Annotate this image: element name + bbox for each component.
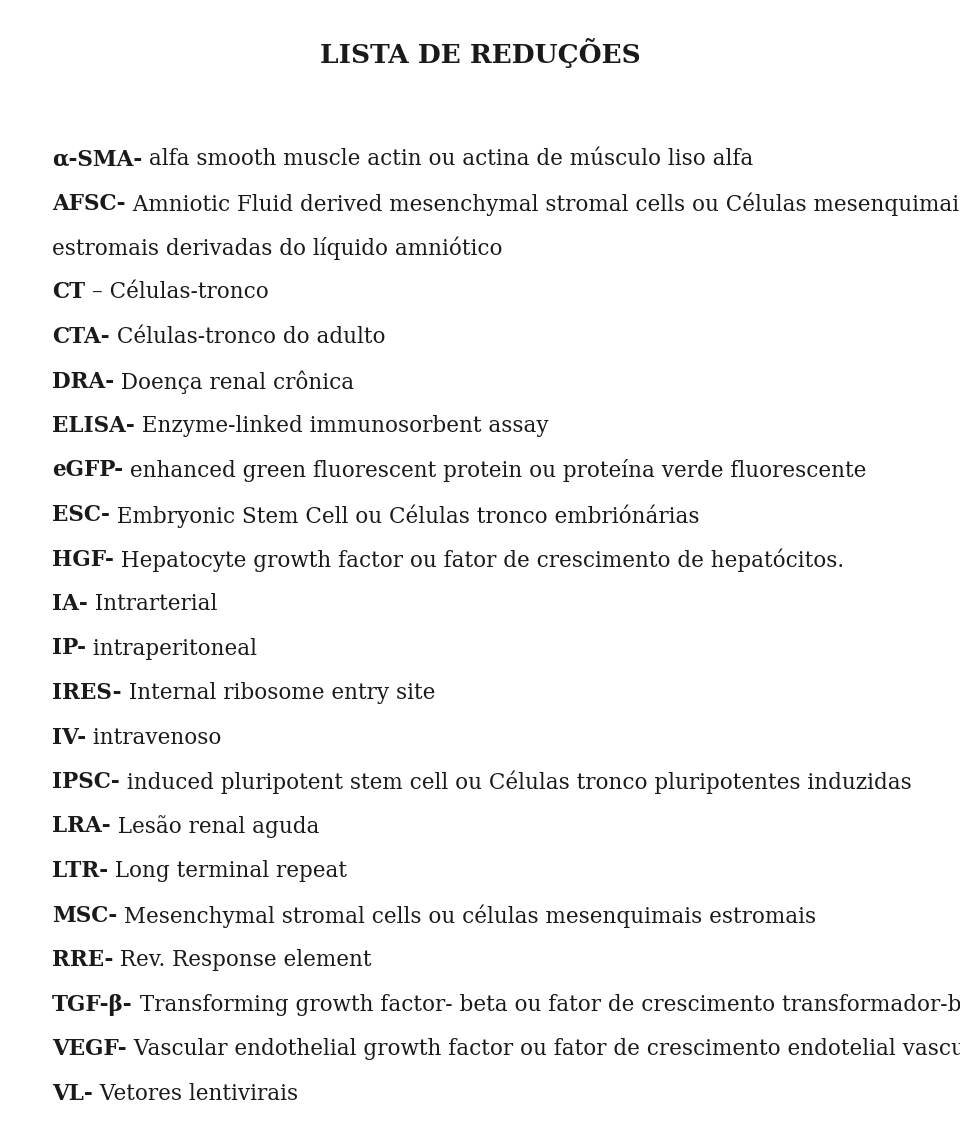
Text: HGF-: HGF- xyxy=(52,549,114,570)
Text: CT: CT xyxy=(52,282,85,303)
Text: Transforming growth factor- beta ou fator de crescimento transformador-beta: Transforming growth factor- beta ou fato… xyxy=(132,994,960,1016)
Text: ELISA-: ELISA- xyxy=(52,415,134,437)
Text: IPSC-: IPSC- xyxy=(52,771,120,793)
Text: CTA-: CTA- xyxy=(52,326,109,348)
Text: Hepatocyte growth factor ou fator de crescimento de hepatócitos.: Hepatocyte growth factor ou fator de cre… xyxy=(114,549,844,573)
Text: Intrarterial: Intrarterial xyxy=(87,593,217,615)
Text: induced pluripotent stem cell ou Células tronco pluripotentes induzidas: induced pluripotent stem cell ou Células… xyxy=(120,771,911,794)
Text: Internal ribosome entry site: Internal ribosome entry site xyxy=(122,682,435,704)
Text: MSC-: MSC- xyxy=(52,904,117,927)
Text: Células-tronco do adulto: Células-tronco do adulto xyxy=(109,326,385,348)
Text: eGFP-: eGFP- xyxy=(52,459,123,482)
Text: AFSC-: AFSC- xyxy=(52,192,126,215)
Text: LRA-: LRA- xyxy=(52,816,110,837)
Text: Rev. Response element: Rev. Response element xyxy=(113,949,372,971)
Text: Mesenchymal stromal cells ou células mesenquimais estromais: Mesenchymal stromal cells ou células mes… xyxy=(117,904,816,928)
Text: Embryonic Stem Cell ou Células tronco embriónárias: Embryonic Stem Cell ou Células tronco em… xyxy=(109,504,700,527)
Text: Doença renal crônica: Doença renal crônica xyxy=(114,370,354,394)
Text: alfa smooth muscle actin ou actina de músculo liso alfa: alfa smooth muscle actin ou actina de mú… xyxy=(142,148,754,170)
Text: LTR-: LTR- xyxy=(52,860,108,882)
Text: TGF-β-: TGF-β- xyxy=(52,994,132,1016)
Text: Vetores lentivirais: Vetores lentivirais xyxy=(93,1083,298,1104)
Text: intraperitoneal: intraperitoneal xyxy=(86,637,257,660)
Text: IV-: IV- xyxy=(52,727,86,749)
Text: LISTA DE REDUÇÕES: LISTA DE REDUÇÕES xyxy=(320,37,640,68)
Text: IP-: IP- xyxy=(52,637,86,660)
Text: Enzyme-linked immunosorbent assay: Enzyme-linked immunosorbent assay xyxy=(134,415,548,437)
Text: intravenoso: intravenoso xyxy=(86,727,222,749)
Text: α-SMA-: α-SMA- xyxy=(52,148,142,170)
Text: estromais derivadas do líquido amniótico: estromais derivadas do líquido amniótico xyxy=(52,237,502,260)
Text: RRE-: RRE- xyxy=(52,949,113,971)
Text: Amniotic Fluid derived mesenchymal stromal cells ou Células mesenquimais: Amniotic Fluid derived mesenchymal strom… xyxy=(126,192,960,216)
Text: Long terminal repeat: Long terminal repeat xyxy=(108,860,348,882)
Text: Lesão renal aguda: Lesão renal aguda xyxy=(110,816,319,838)
Text: DRA-: DRA- xyxy=(52,370,114,393)
Text: enhanced green fluorescent protein ou proteína verde fluorescente: enhanced green fluorescent protein ou pr… xyxy=(123,459,867,483)
Text: ESC-: ESC- xyxy=(52,504,109,526)
Text: VEGF-: VEGF- xyxy=(52,1038,127,1060)
Text: IRES-: IRES- xyxy=(52,682,122,704)
Text: – Células-tronco: – Células-tronco xyxy=(85,282,269,303)
Text: IA-: IA- xyxy=(52,593,87,615)
Text: Vascular endothelial growth factor ou fator de crescimento endotelial vascular: Vascular endothelial growth factor ou fa… xyxy=(127,1038,960,1060)
Text: VL-: VL- xyxy=(52,1083,93,1104)
